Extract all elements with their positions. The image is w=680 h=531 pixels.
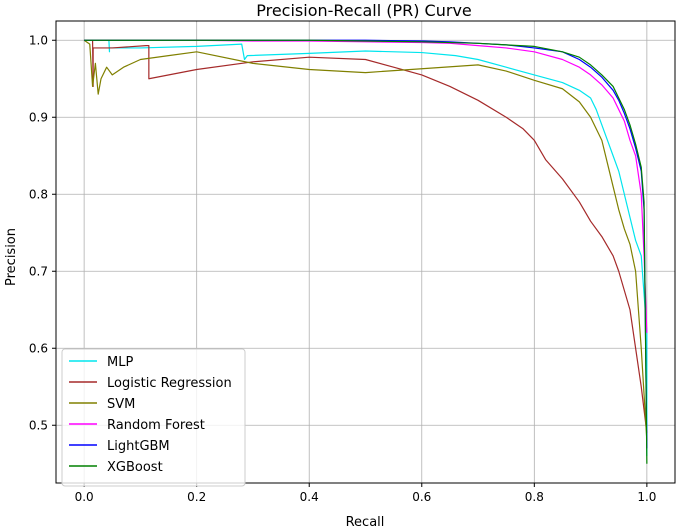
- y-tick-label: 1.0: [29, 33, 48, 47]
- x-tick-label: 0.4: [300, 490, 319, 504]
- y-tick-label: 0.7: [29, 264, 48, 278]
- x-tick-label: 0.2: [187, 490, 206, 504]
- series-line-random-forest: [84, 39, 648, 333]
- legend-label-lightgbm: LightGBM: [107, 439, 170, 454]
- x-tick-label: 1.0: [637, 490, 656, 504]
- series-line-mlp: [84, 39, 648, 457]
- legend-label-mlp: MLP: [107, 355, 133, 370]
- legend-label-logistic-regression: Logistic Regression: [107, 376, 232, 391]
- legend-label-xgboost: XGBoost: [107, 460, 163, 475]
- y-tick-label: 0.8: [29, 187, 48, 201]
- y-axis-label: Precision: [4, 228, 19, 286]
- y-tick-label: 0.9: [29, 110, 48, 124]
- axis-ticks: 0.0 0.2 0.4 0.6 0.8 1.0 0.5 0.6 0.7 0.8 0.9 1.0: [29, 33, 657, 504]
- legend: MLP Logistic Regression SVM Random Forest Li…: [61, 348, 246, 487]
- series-line-xgboost: [84, 39, 648, 464]
- series-lines: [83, 39, 648, 464]
- x-tick-label: 0.8: [525, 490, 544, 504]
- y-tick-label: 0.6: [29, 341, 48, 355]
- x-axis-label: Recall: [346, 515, 385, 530]
- plot-frame: [55, 20, 676, 484]
- x-tick-label: 0.0: [75, 490, 94, 504]
- x-tick-label: 0.6: [412, 490, 431, 504]
- chart-title: Precision-Recall (PR) Curve: [256, 1, 472, 20]
- legend-label-svm: SVM: [107, 397, 135, 412]
- series-line-logistic-regression: [84, 39, 648, 434]
- legend-box: [61, 348, 246, 487]
- y-tick-label: 0.5: [29, 418, 48, 432]
- series-line-svm: [83, 39, 648, 441]
- legend-label-random-forest: Random Forest: [107, 418, 205, 433]
